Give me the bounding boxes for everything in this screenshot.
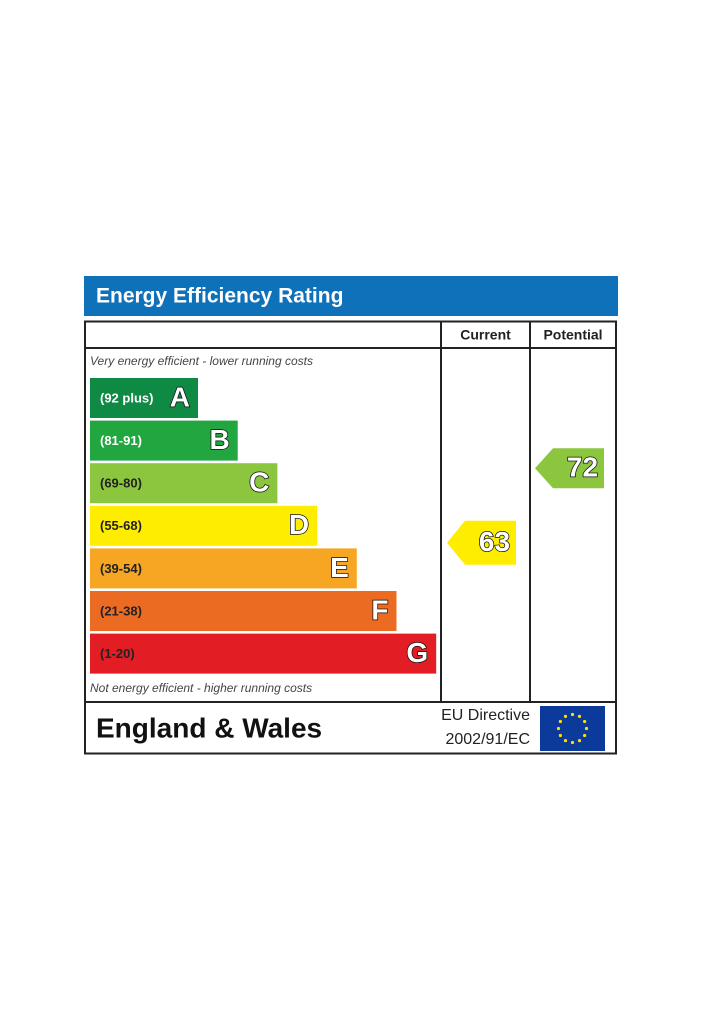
star — [563, 739, 568, 743]
band-letter: G — [406, 637, 428, 668]
frame — [84, 320, 617, 755]
star — [570, 712, 575, 717]
star — [583, 733, 587, 738]
band-range: (39-54) — [100, 561, 142, 576]
band-range: (55-68) — [100, 518, 142, 533]
rating-value: 72 — [567, 452, 598, 483]
band-range: (92 plus) — [100, 390, 153, 405]
region: England & Wales — [96, 712, 322, 743]
star — [558, 733, 562, 738]
arrow-shape — [535, 448, 604, 489]
band-range: (81-91) — [100, 433, 142, 448]
star — [584, 726, 589, 731]
star — [577, 714, 582, 718]
band-letter: C — [249, 467, 269, 498]
star — [577, 739, 582, 743]
band-bar — [90, 633, 437, 674]
rating-value: 63 — [479, 526, 510, 557]
star — [583, 719, 587, 724]
eu-flag — [540, 706, 605, 751]
title: Energy Efficiency Rating — [96, 285, 343, 308]
band-range: (21-38) — [100, 603, 142, 618]
band-letter: B — [209, 424, 229, 455]
band-bar — [90, 378, 198, 418]
band-letter: A — [170, 381, 190, 412]
band-bar — [90, 505, 318, 546]
band-letter: F — [371, 594, 388, 625]
star — [558, 719, 562, 724]
rating-arrow: 72 — [535, 448, 604, 489]
star — [570, 740, 575, 745]
column-header: Current — [460, 327, 511, 343]
band-bar — [90, 463, 278, 504]
band-letter: D — [289, 509, 309, 540]
column-header: Potential — [543, 327, 602, 343]
top-note: Very energy efficient - lower running co… — [90, 354, 313, 368]
star — [556, 726, 561, 731]
band-range: (69-80) — [100, 476, 142, 491]
rating-arrow: 63 — [447, 520, 516, 565]
star — [563, 714, 568, 718]
title-bar — [84, 276, 618, 316]
band-letter: E — [330, 552, 349, 583]
band-bar — [90, 548, 357, 589]
arrow-shape — [447, 520, 516, 565]
band-bar — [90, 420, 238, 461]
band-range: (1-20) — [100, 646, 135, 661]
bottom-note: Not energy efficient - higher running co… — [90, 681, 312, 695]
directive: 2002/91/EC — [445, 731, 530, 748]
directive: EU Directive — [441, 707, 530, 724]
band-bar — [90, 591, 397, 631]
